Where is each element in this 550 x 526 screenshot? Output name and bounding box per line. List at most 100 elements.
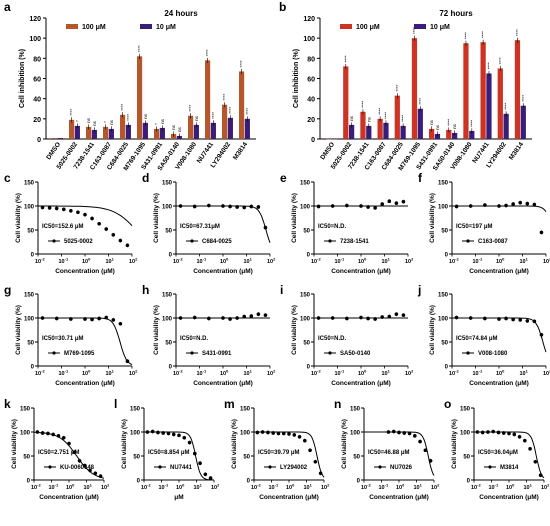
data-point [263,313,268,317]
legend-swatch [340,24,352,29]
category-label: M3814 [232,141,249,162]
legend-marker [378,465,382,469]
bar [125,124,131,139]
x-tick-exponent: -1 [479,257,483,262]
bar [239,71,245,139]
x-axis-label: Concentration (μM) [469,268,529,275]
significance-label: **** [383,112,388,119]
data-point [171,432,176,437]
x-tick-exponent: 2 [273,369,276,374]
data-point [501,431,506,435]
y-tick-label: 40 [33,97,41,104]
significance-label: **** [239,60,244,67]
data-point [387,314,392,319]
data-point [228,317,232,321]
data-point [125,243,130,248]
dose-panel-f: f05010015010-210-1100101102Concentration… [418,171,550,275]
fit-curve [144,431,214,481]
significance-label: **** [188,105,193,112]
y-tick-label: 20 [33,117,41,124]
x-tick-label: 101 [524,483,533,492]
y-tick-label: 150 [240,407,251,413]
bar [343,66,349,139]
data-point [83,463,87,468]
significance-label: ns [452,123,457,129]
x-tick-exponent: 1 [200,483,203,488]
x-tick-exponent: 0 [502,369,505,374]
legend-label: 10 μM [430,24,450,31]
data-point [256,205,261,209]
chart-title: 72 hours [439,9,473,18]
x-tick-label: 10-2 [361,483,371,492]
y-tick-label: 80 [307,56,315,63]
significance-label: ns [194,115,199,121]
bar [74,125,80,139]
data-point [46,431,50,436]
data-point [397,430,401,435]
y-tick-label: 150 [162,181,173,187]
bar [417,108,423,139]
legend-label: 100 μM [356,24,380,31]
significance-label: **** [521,94,526,101]
x-tick-label: 102 [267,257,276,266]
x-tick-exponent: -2 [455,257,459,262]
legend-swatch [414,24,426,29]
bar [205,60,211,139]
y-tick-label: 80 [33,56,41,63]
significance-label: ns [109,119,114,125]
y-tick-label: 150 [24,293,35,299]
x-tick-exponent: 0 [88,257,91,262]
y-tick-label: 0 [357,479,361,485]
chart-title: 24 hours [164,9,198,18]
x-tick-exponent: -1 [341,257,345,262]
legend-marker [466,351,470,355]
x-tick-label: 102 [543,257,550,266]
y-tick-label: 0 [445,253,449,259]
significance-label: **** [222,93,227,100]
x-tick-exponent: -1 [55,483,59,488]
bar [503,113,509,139]
data-point [104,315,109,320]
x-tick-exponent: 0 [226,257,229,262]
data-point [242,205,247,210]
bar [411,38,418,139]
bar [210,122,216,139]
x-tick-exponent: -1 [495,483,499,488]
category-label: M3814 [508,141,525,162]
x-tick-exponent: -2 [477,483,481,488]
x-tick-exponent: -1 [65,257,69,262]
significance-label: ns [171,124,176,130]
data-point [118,321,123,326]
panel-letter: l [114,397,117,411]
data-point [260,430,265,434]
data-point [528,447,532,451]
data-point [497,204,501,208]
data-point [418,439,422,444]
data-point [511,317,515,322]
data-point [316,204,321,209]
x-tick-exponent: -2 [37,483,41,488]
data-point [276,431,281,436]
bar [103,126,109,139]
data-point [156,430,160,435]
y-tick-label: 50 [165,229,172,235]
x-tick-label: 102 [129,369,138,378]
legend-swatch [66,24,78,29]
x-tick-label: 10-1 [269,483,279,492]
significance-label: **** [486,62,491,69]
x-tick-label: 10-1 [335,369,345,378]
data-point [402,431,407,435]
data-point [178,204,183,208]
x-tick-exponent: -1 [479,369,483,374]
y-axis-label: Cell viability (%) [121,419,128,469]
legend-label: 5025-0002 [64,239,93,245]
bar [86,126,92,139]
y-tick-label: 0 [27,479,31,485]
x-tick-label: 10-1 [473,257,483,266]
data-point [366,316,370,321]
y-tick-label: 150 [300,181,311,187]
data-point [468,204,473,208]
x-tick-label: 100 [176,483,185,492]
legend-label: C163-0087 [478,239,508,245]
